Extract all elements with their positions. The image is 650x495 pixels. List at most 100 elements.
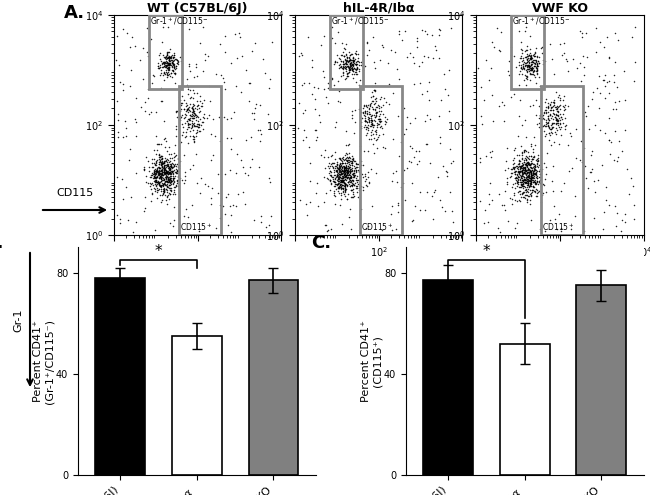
Point: [188, 106, 198, 114]
Point: [358, 186, 368, 194]
Point: [162, 54, 172, 62]
Point: [188, 86, 198, 94]
Point: [340, 164, 350, 172]
Point: [344, 178, 355, 186]
Point: [527, 164, 538, 172]
Point: [164, 60, 175, 68]
Point: [372, 108, 382, 116]
Point: [343, 142, 354, 149]
Point: [440, 207, 450, 215]
Point: [538, 115, 549, 123]
Point: [151, 176, 161, 184]
Point: [543, 119, 553, 127]
Point: [526, 155, 537, 163]
Point: [546, 106, 556, 114]
Point: [530, 56, 541, 64]
Point: [536, 106, 547, 114]
Point: [339, 171, 349, 179]
Point: [374, 117, 384, 125]
Point: [553, 94, 564, 101]
Point: [532, 57, 543, 65]
Point: [333, 170, 344, 178]
Point: [191, 60, 202, 68]
Point: [349, 64, 359, 72]
Point: [185, 111, 195, 119]
Point: [551, 103, 561, 111]
Point: [362, 103, 372, 111]
Point: [434, 31, 445, 39]
Point: [164, 178, 174, 186]
Point: [256, 130, 266, 138]
Point: [556, 114, 567, 122]
Point: [219, 78, 229, 86]
Point: [518, 190, 528, 198]
Point: [339, 190, 350, 198]
Point: [175, 174, 185, 182]
Point: [184, 115, 194, 123]
Point: [361, 123, 372, 131]
Point: [531, 187, 541, 195]
Point: [185, 87, 195, 95]
Point: [339, 170, 350, 178]
Point: [168, 172, 178, 180]
Point: [162, 53, 172, 61]
Point: [619, 218, 630, 226]
Point: [337, 181, 347, 189]
Point: [322, 174, 332, 182]
Point: [402, 53, 413, 61]
Point: [339, 176, 349, 184]
Bar: [359, 87, 402, 235]
Point: [337, 48, 348, 56]
Point: [604, 77, 614, 85]
Point: [161, 62, 171, 70]
Point: [172, 56, 183, 64]
Point: [376, 41, 387, 49]
Point: [445, 145, 455, 152]
Point: [337, 174, 347, 182]
Point: [523, 173, 534, 181]
Point: [168, 216, 179, 224]
Point: [157, 154, 167, 162]
Point: [367, 126, 377, 134]
Point: [156, 66, 166, 74]
Point: [526, 64, 536, 72]
Point: [527, 176, 538, 184]
Point: [528, 133, 539, 141]
Point: [523, 63, 534, 71]
Point: [171, 107, 181, 115]
Point: [350, 182, 361, 190]
Point: [348, 166, 359, 174]
Point: [120, 117, 131, 125]
Point: [531, 52, 541, 60]
Point: [539, 182, 549, 190]
Point: [534, 59, 544, 67]
Point: [538, 114, 549, 122]
Point: [264, 175, 274, 183]
Point: [543, 123, 554, 131]
Point: [219, 113, 229, 121]
Point: [530, 166, 540, 174]
Point: [527, 183, 538, 191]
Point: [159, 60, 170, 68]
Point: [428, 215, 439, 223]
Point: [153, 141, 163, 148]
Point: [510, 63, 521, 71]
Point: [155, 153, 165, 161]
Point: [187, 122, 197, 130]
Point: [161, 167, 172, 175]
Point: [531, 64, 541, 72]
Point: [542, 99, 552, 107]
Point: [358, 147, 369, 155]
Point: [338, 169, 348, 177]
Point: [346, 161, 357, 169]
Point: [166, 160, 176, 168]
Point: [509, 163, 519, 171]
Point: [525, 174, 535, 182]
Point: [445, 159, 456, 167]
Point: [238, 188, 248, 196]
Point: [547, 119, 558, 127]
Point: [519, 165, 530, 173]
Point: [337, 176, 347, 184]
Point: [516, 167, 526, 175]
Point: [531, 166, 541, 174]
